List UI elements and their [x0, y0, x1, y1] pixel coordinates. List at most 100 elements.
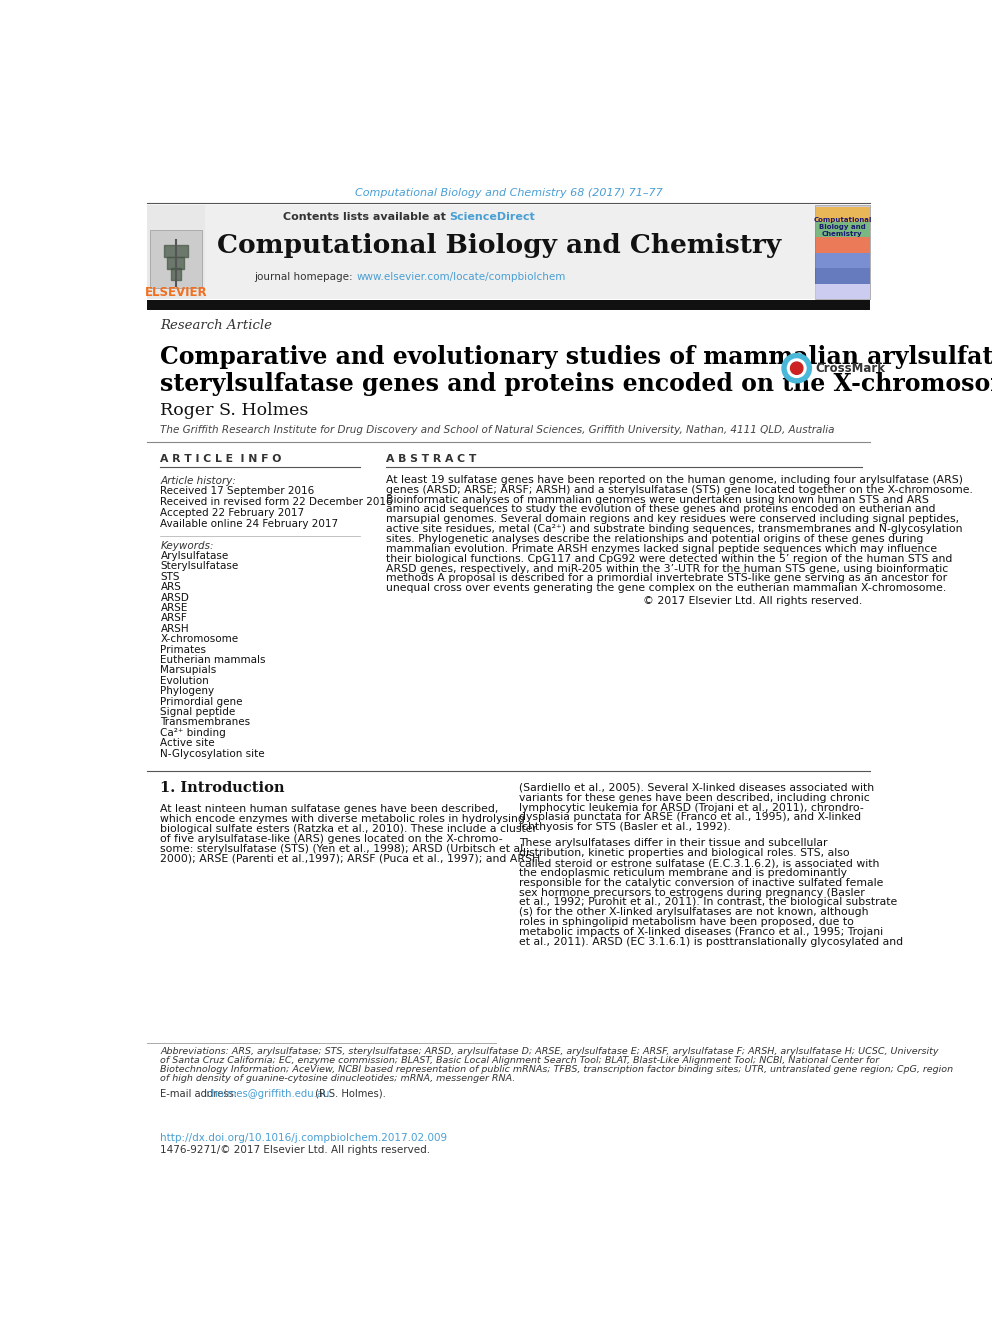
Bar: [147, 300, 870, 310]
Text: ARSF: ARSF: [161, 614, 187, 623]
Text: et al., 2011). ARSD (EC 3.1.6.1) is posttranslationally glycosylated and: et al., 2011). ARSD (EC 3.1.6.1) is post…: [519, 937, 904, 947]
Text: CrossMark: CrossMark: [815, 361, 885, 374]
Text: Biotechnology Information; AceView, NCBI based representation of public mRNAs; T: Biotechnology Information; AceView, NCBI…: [161, 1065, 953, 1074]
Text: Evolution: Evolution: [161, 676, 209, 685]
Text: ARSD: ARSD: [161, 593, 189, 603]
Text: Accepted 22 February 2017: Accepted 22 February 2017: [161, 508, 305, 519]
Text: © 2017 Elsevier Ltd. All rights reserved.: © 2017 Elsevier Ltd. All rights reserved…: [643, 597, 862, 606]
Text: r.holmes@griffith.edu.au: r.holmes@griffith.edu.au: [205, 1089, 329, 1098]
Text: Available online 24 February 2017: Available online 24 February 2017: [161, 519, 338, 529]
Text: (R.S. Holmes).: (R.S. Holmes).: [312, 1089, 386, 1098]
Text: methods A proposal is described for a primordial invertebrate STS-like gene serv: methods A proposal is described for a pr…: [386, 573, 947, 583]
Text: variants for these genes have been described, including chronic: variants for these genes have been descr…: [519, 792, 870, 803]
Text: ichthyosis for STS (Basler et al., 1992).: ichthyosis for STS (Basler et al., 1992)…: [519, 823, 731, 832]
Text: sex hormone precursors to estrogens during pregnancy (Basler: sex hormone precursors to estrogens duri…: [519, 888, 865, 897]
Text: their biological functions. CpG117 and CpG92 were detected within the 5’ region : their biological functions. CpG117 and C…: [386, 554, 952, 564]
Text: distribution, kinetic properties and biological roles. STS, also: distribution, kinetic properties and bio…: [519, 848, 850, 859]
Text: 1. Introduction: 1. Introduction: [161, 781, 285, 795]
Text: Keywords:: Keywords:: [161, 541, 214, 552]
Text: Received in revised form 22 December 2016: Received in revised form 22 December 201…: [161, 497, 393, 507]
Text: responsible for the catalytic conversion of inactive sulfated female: responsible for the catalytic conversion…: [519, 877, 884, 888]
Text: Arylsulfatase: Arylsulfatase: [161, 552, 229, 561]
Text: Phylogeny: Phylogeny: [161, 687, 214, 696]
Text: STS: STS: [161, 572, 180, 582]
Text: Ca²⁺ binding: Ca²⁺ binding: [161, 728, 226, 738]
Text: amino acid sequences to study the evolution of these genes and proteins encoded : amino acid sequences to study the evolut…: [386, 504, 935, 515]
Text: lymphocytic leukemia for ARSD (Trojani et al., 2011), chrondro-: lymphocytic leukemia for ARSD (Trojani e…: [519, 803, 864, 812]
Text: journal homepage:: journal homepage:: [255, 271, 356, 282]
Text: Primates: Primates: [161, 644, 206, 655]
Text: Eutherian mammals: Eutherian mammals: [161, 655, 266, 665]
Text: Computational Biology and Chemistry: Computational Biology and Chemistry: [217, 233, 781, 258]
Text: Primordial gene: Primordial gene: [161, 697, 243, 706]
Bar: [815, 205, 870, 299]
Text: ARSE: ARSE: [161, 603, 187, 613]
Bar: [815, 222, 870, 237]
Text: ARSD genes, respectively, and miR-205 within the 3’-UTR for the human STS gene, : ARSD genes, respectively, and miR-205 wi…: [386, 564, 948, 574]
Text: sites. Phylogenetic analyses describe the relationships and potential origins of: sites. Phylogenetic analyses describe th…: [386, 534, 924, 544]
Text: Contents lists available at: Contents lists available at: [283, 212, 449, 221]
Text: At least ninteen human sulfatase genes have been described,: At least ninteen human sulfatase genes h…: [161, 804, 499, 815]
Text: Marsupials: Marsupials: [161, 665, 216, 676]
Text: marsupial genomes. Several domain regions and key residues were conserved includ: marsupial genomes. Several domain region…: [386, 515, 959, 524]
Text: some: sterylsulfatase (STS) (Yen et al., 1998); ARSD (Urbitsch et al.,: some: sterylsulfatase (STS) (Yen et al.,…: [161, 844, 531, 853]
Text: biological sulfate esters (Ratzka et al., 2010). These include a cluster: biological sulfate esters (Ratzka et al.…: [161, 824, 538, 833]
Text: Active site: Active site: [161, 738, 215, 749]
Text: Received 17 September 2016: Received 17 September 2016: [161, 487, 314, 496]
Text: metabolic impacts of X-linked diseases (Franco et al., 1995; Trojani: metabolic impacts of X-linked diseases (…: [519, 927, 883, 937]
Text: ELSEVIER: ELSEVIER: [145, 286, 207, 299]
Text: ARS: ARS: [161, 582, 182, 593]
Text: dysplasia punctata for ARSE (Franco et al., 1995), and X-linked: dysplasia punctata for ARSE (Franco et a…: [519, 812, 861, 823]
Bar: [150, 230, 202, 288]
Text: ScienceDirect: ScienceDirect: [449, 212, 536, 221]
Text: ARSH: ARSH: [161, 624, 189, 634]
Text: Research Article: Research Article: [161, 319, 273, 332]
Text: X-chromosome: X-chromosome: [161, 634, 238, 644]
Text: 1476-9271/© 2017 Elsevier Ltd. All rights reserved.: 1476-9271/© 2017 Elsevier Ltd. All right…: [161, 1144, 431, 1155]
Text: unequal cross over events generating the gene complex on the eutherian mammalian: unequal cross over events generating the…: [386, 583, 946, 593]
Circle shape: [791, 363, 803, 374]
Text: of high density of guanine-cytosine dinucleotides; mRNA, messenger RNA.: of high density of guanine-cytosine dinu…: [161, 1074, 516, 1084]
Text: Signal peptide: Signal peptide: [161, 706, 236, 717]
Text: A B S T R A C T: A B S T R A C T: [386, 454, 476, 464]
Text: active site residues, metal (Ca²⁺) and substrate binding sequences, transmembran: active site residues, metal (Ca²⁺) and s…: [386, 524, 962, 534]
Text: (Sardiello et al., 2005). Several X-linked diseases associated with: (Sardiello et al., 2005). Several X-link…: [519, 783, 874, 792]
Text: sterylsulfatase genes and proteins encoded on the X-chromosome: sterylsulfatase genes and proteins encod…: [161, 372, 992, 396]
Text: Roger S. Holmes: Roger S. Holmes: [161, 402, 309, 419]
Text: These arylsulfatases differ in their tissue and subcellular: These arylsulfatases differ in their tis…: [519, 839, 827, 848]
Text: genes (ARSD; ARSE; ARSF; ARSH) and a sterylsulfatase (STS) gene located together: genes (ARSD; ARSE; ARSF; ARSH) and a ste…: [386, 484, 973, 495]
Text: At least 19 sulfatase genes have been reported on the human genome, including fo: At least 19 sulfatase genes have been re…: [386, 475, 963, 484]
Text: Transmembranes: Transmembranes: [161, 717, 251, 728]
Text: Computational
Biology and
Chemistry: Computational Biology and Chemistry: [813, 217, 872, 237]
Circle shape: [788, 359, 806, 377]
Text: Bioinformatic analyses of mammalian genomes were undertaken using known human ST: Bioinformatic analyses of mammalian geno…: [386, 495, 929, 504]
Text: et al., 1992; Purohit et al., 2011). In contrast, the biological substrate: et al., 1992; Purohit et al., 2011). In …: [519, 897, 898, 908]
Text: of Santa Cruz California; EC, enzyme commission; BLAST, Basic Local Alignment Se: of Santa Cruz California; EC, enzyme com…: [161, 1056, 880, 1065]
Bar: [815, 283, 870, 299]
Text: www.elsevier.com/locate/compbiolchem: www.elsevier.com/locate/compbiolchem: [356, 271, 565, 282]
Text: which encode enzymes with diverse metabolic roles in hydrolysing: which encode enzymes with diverse metabo…: [161, 814, 526, 824]
Text: the endoplasmic reticulum membrane and is predominantly: the endoplasmic reticulum membrane and i…: [519, 868, 847, 878]
Bar: [815, 237, 870, 253]
Text: http://dx.doi.org/10.1016/j.compbiolchem.2017.02.009: http://dx.doi.org/10.1016/j.compbiolchem…: [161, 1134, 447, 1143]
Text: roles in sphingolipid metabolism have been proposed, due to: roles in sphingolipid metabolism have be…: [519, 917, 854, 927]
Text: Sterylsulfatase: Sterylsulfatase: [161, 561, 239, 572]
Text: called steroid or estrone sulfatase (E.C.3.1.6.2), is associated with: called steroid or estrone sulfatase (E.C…: [519, 859, 880, 868]
Text: A R T I C L E  I N F O: A R T I C L E I N F O: [161, 454, 282, 464]
Bar: [815, 269, 870, 283]
Text: The Griffith Research Institute for Drug Discovery and School of Natural Science: The Griffith Research Institute for Drug…: [161, 425, 835, 435]
Text: (s) for the other X-linked arylsulfatases are not known, although: (s) for the other X-linked arylsulfatase…: [519, 908, 869, 917]
Circle shape: [782, 353, 811, 382]
Text: Computational Biology and Chemistry 68 (2017) 71–77: Computational Biology and Chemistry 68 (…: [354, 188, 663, 197]
Text: N-Glycosylation site: N-Glycosylation site: [161, 749, 265, 758]
Bar: [183, 205, 815, 299]
Text: E-mail address:: E-mail address:: [161, 1089, 241, 1098]
Bar: [147, 205, 205, 299]
Bar: [815, 253, 870, 269]
Text: Abbreviations: ARS, arylsulfatase; STS, sterylsulfatase; ARSD, arylsulfatase D; : Abbreviations: ARS, arylsulfatase; STS, …: [161, 1048, 938, 1057]
Bar: [815, 206, 870, 222]
Text: 2000); ARSE (Parenti et al.,1997); ARSF (Puca et al., 1997); and ARSH: 2000); ARSE (Parenti et al.,1997); ARSF …: [161, 853, 541, 864]
Text: Comparative and evolutionary studies of mammalian arylsulfatase and: Comparative and evolutionary studies of …: [161, 345, 992, 369]
Text: of five arylsulfatase-like (ARS) genes located on the X-chromo-: of five arylsulfatase-like (ARS) genes l…: [161, 833, 503, 844]
Text: Article history:: Article history:: [161, 476, 236, 486]
